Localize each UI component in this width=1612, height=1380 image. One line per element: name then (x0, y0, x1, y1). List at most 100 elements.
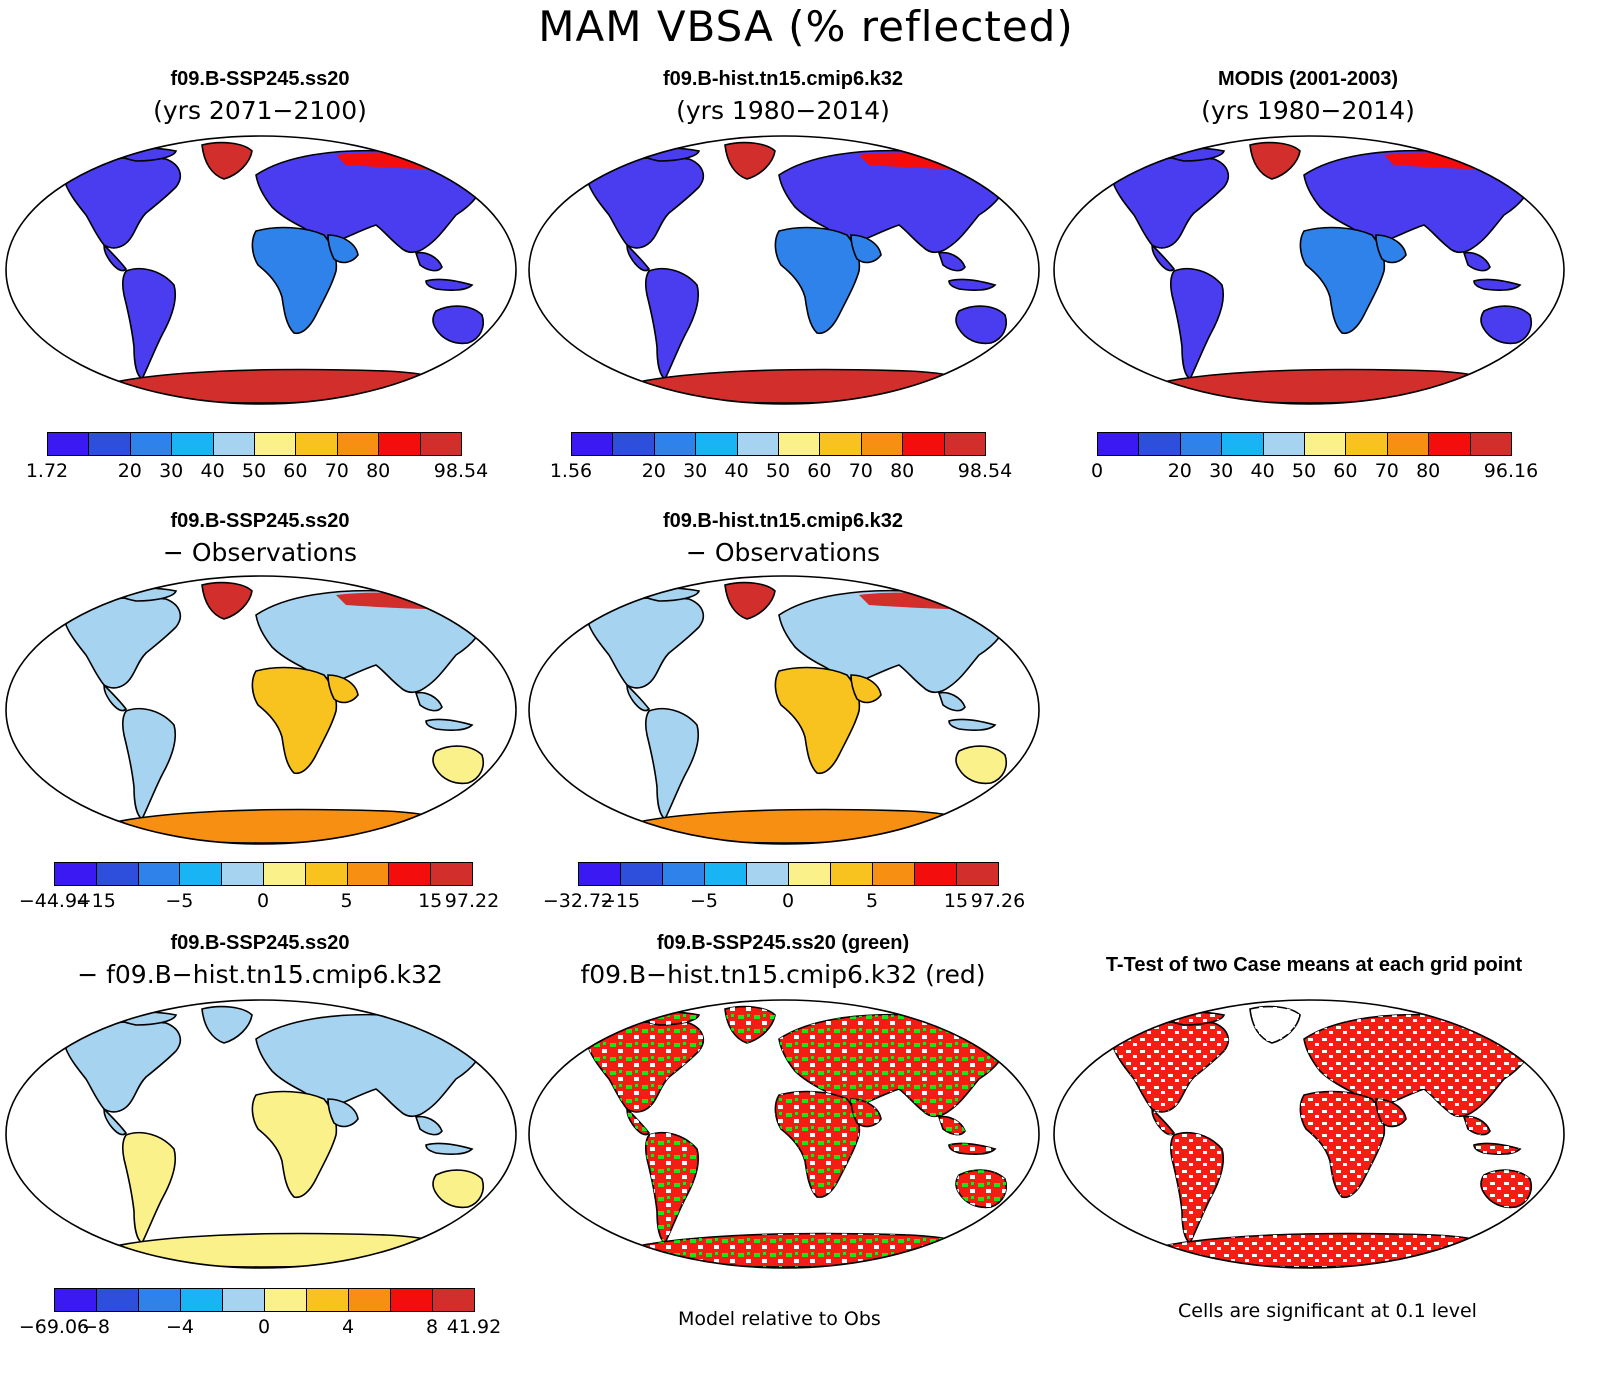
panel-title: f09.B-hist.tn15.cmip6.k32 (662, 510, 904, 532)
colorbar-cell (88, 432, 131, 456)
continent-australia (955, 305, 1007, 345)
colorbar-cell (1097, 432, 1140, 456)
continent-antarctica (1147, 368, 1512, 404)
continent-indonesia (1473, 278, 1522, 291)
colorbar-tick-label: 30 (683, 460, 708, 482)
colorbar-cell (704, 862, 747, 886)
continent-southAmerica (644, 267, 700, 381)
colorbar-cell (306, 1288, 349, 1312)
colorbar-cell (432, 1288, 475, 1312)
colorbar: −69.06 −8 −4 0 4 8 41.92 (19, 1288, 501, 1342)
continent-northAmerica (65, 156, 182, 249)
significance-pattern (1250, 1006, 1300, 1043)
continent-seAsia (1462, 251, 1491, 272)
colorbar-cell (388, 862, 432, 886)
colorbar-cell (695, 432, 738, 456)
world-map (1053, 999, 1565, 1269)
continent-northAmerica (65, 1020, 182, 1113)
colorbar-cell (620, 862, 663, 886)
colorbar-cell (336, 432, 380, 456)
colorbar-cell (1262, 432, 1305, 456)
colorbar-tick-label: 80 (366, 460, 391, 482)
significance-pattern (627, 1109, 649, 1135)
colorbar: 1.56 20 30 40 50 60 70 80 98.54 (550, 432, 1012, 486)
world-map (528, 135, 1040, 405)
colorbar-cell (179, 862, 223, 886)
panel-title: MODIS (2001-2003) (1217, 68, 1399, 90)
significance-pattern (949, 1143, 995, 1155)
map-border (528, 999, 1040, 1269)
colorbar-tick-label: 1.56 (549, 460, 593, 482)
colorbar-cell (390, 1288, 433, 1312)
continent-antarctica (622, 368, 987, 404)
colorbar-cell (1138, 432, 1181, 456)
colorbar-cell (830, 862, 873, 886)
colorbar-tick-label: 80 (1416, 460, 1441, 482)
continent-africa (774, 666, 861, 775)
colorbar-tick-label: −69.06 (18, 1316, 90, 1338)
colorbar-tick-label: 8 (425, 1316, 439, 1338)
colorbar-tick-label: 70 (1374, 460, 1399, 482)
colorbar-cell (1428, 432, 1471, 456)
colorbar-tick-label: 1.72 (25, 460, 69, 482)
colorbar-cell (1179, 432, 1223, 456)
colorbar-cell (212, 432, 255, 456)
colorbar-tick-label: 15 (418, 890, 443, 912)
continent-centralAmerica (103, 683, 128, 712)
map-border (5, 135, 517, 405)
panel-subtitle: − Observations (162, 538, 358, 567)
colorbar-cell (578, 862, 621, 886)
colorbar-tick-label: 60 (283, 460, 308, 482)
colorbar-cell (1345, 432, 1388, 456)
continent-antarctica (99, 1232, 464, 1268)
map-border (528, 135, 1040, 405)
world-map (5, 135, 517, 405)
panel-title: f09.B-SSP245.ss20 (170, 68, 350, 90)
continent-greenland (724, 141, 776, 180)
continent-indonesia (948, 278, 997, 291)
continent-indonesia (425, 278, 474, 291)
continent-southAmerica (121, 267, 177, 381)
colorbar-cell (129, 432, 173, 456)
significance-pattern (625, 1233, 985, 1267)
continent-arabia (327, 674, 359, 704)
colorbar-tick-label: 30 (159, 460, 184, 482)
significance-pattern (645, 1132, 699, 1243)
colorbar-tick-label: 50 (765, 460, 791, 482)
continent-centralAmerica (103, 243, 128, 272)
colorbar-cell (171, 432, 214, 456)
map-container (5, 134, 517, 410)
colorbar-tick-label: −15 (75, 890, 116, 912)
colorbar-cell (264, 1288, 307, 1312)
significance-pattern (1376, 1099, 1406, 1127)
significance-pattern (1481, 1170, 1532, 1208)
map-container (5, 574, 517, 850)
continent-antarctica (99, 368, 464, 404)
colorbar-cell (1304, 432, 1347, 456)
continent-centralAmerica (626, 243, 651, 272)
continent-africa (251, 1090, 338, 1199)
colorbar-tick-label: −5 (165, 890, 194, 912)
colorbar-tick-label: 5 (865, 890, 879, 912)
significance-pattern (1304, 1014, 1534, 1117)
colorbar-cell (180, 1288, 223, 1312)
significance-pattern (1300, 1091, 1385, 1198)
significance-pattern (956, 1170, 1007, 1208)
colorbar-cell (54, 1288, 97, 1312)
continent-centralAmerica (1151, 243, 1176, 272)
colorbar-cell (348, 1288, 391, 1312)
colorbar-cell (1469, 432, 1512, 456)
significance-pattern (779, 1014, 1009, 1117)
panel-title: f09.B-SSP245.ss20 (170, 510, 350, 532)
colorbar-cell (612, 432, 655, 456)
continent-indonesia (425, 1142, 474, 1155)
map-border (5, 575, 517, 845)
colorbar-tick-label: 70 (324, 460, 349, 482)
continent-greenland (724, 581, 776, 620)
continent-africa (774, 226, 861, 335)
colorbar-cell (346, 862, 390, 886)
continent-arabia (327, 234, 359, 264)
continent-centralAmerica (103, 1107, 128, 1136)
continent-northAmerica (588, 596, 705, 689)
continent-australia (955, 745, 1007, 785)
